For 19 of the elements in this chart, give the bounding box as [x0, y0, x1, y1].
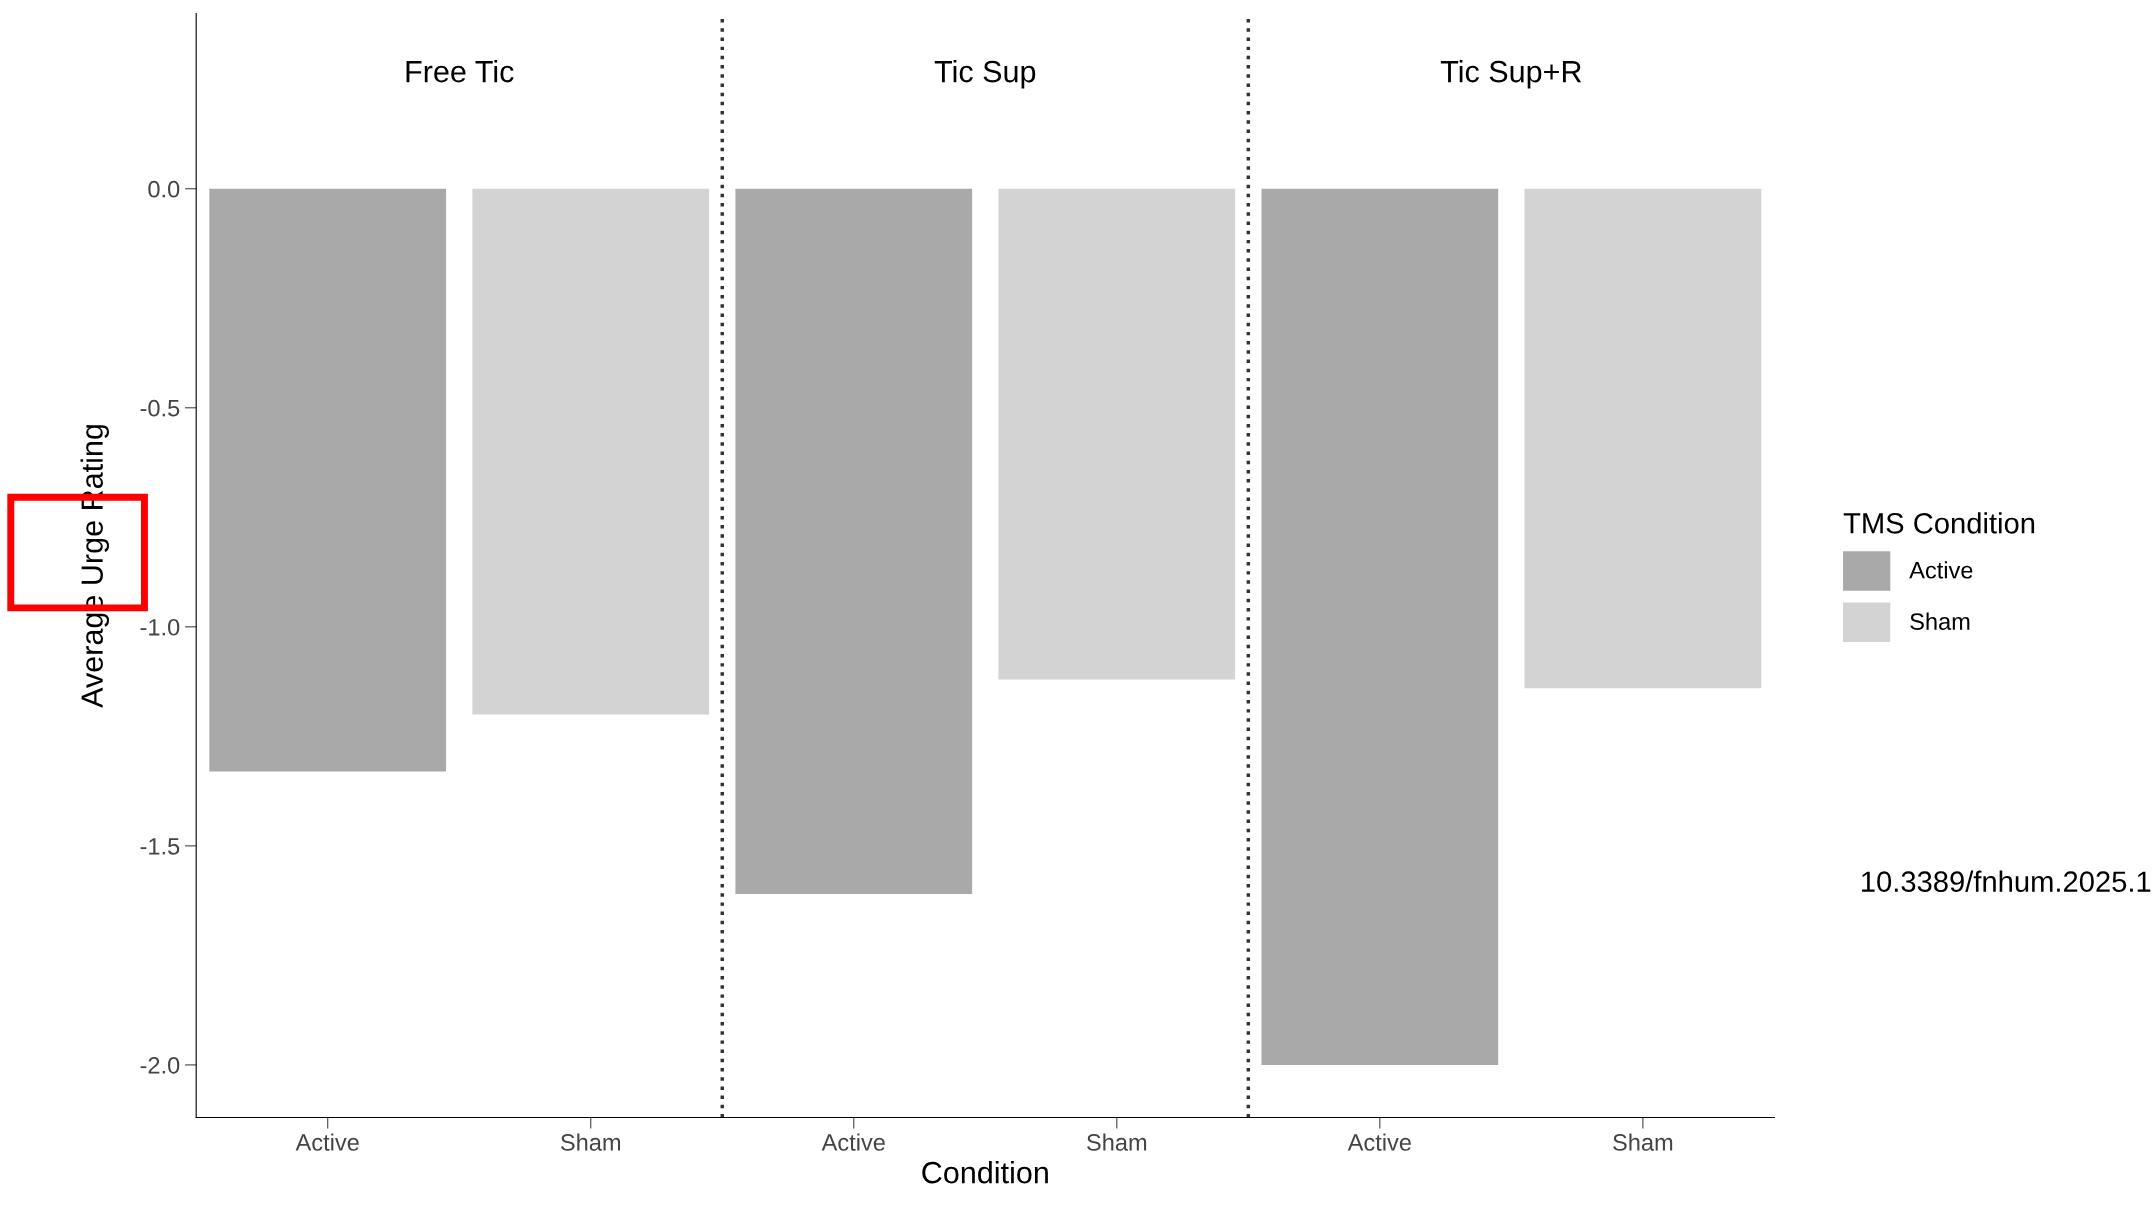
annotation: Tic Sup	[934, 59, 1036, 89]
x-tick-label: Active	[821, 1133, 885, 1151]
x-axis-title: Condition	[922, 1161, 1048, 1184]
legend-title: TMS Condition	[1843, 512, 2035, 534]
annotation: Free Tic	[406, 59, 514, 83]
annotation: Tic Sup+R	[1440, 59, 1582, 89]
x-tick-label: Active	[1347, 1133, 1411, 1151]
x-tick-label: Sham	[560, 1133, 621, 1151]
text: 10.3389/fnhum.2025.1	[1862, 870, 2151, 892]
y-tick-label: -1.0	[140, 618, 180, 636]
x-tick-label: Active	[295, 1133, 359, 1151]
y-tick-label: -2.0	[140, 1056, 180, 1074]
y-tick-label: -1.5	[140, 838, 180, 855]
y-tick-label: 0.0	[148, 180, 180, 198]
x-tick-label: Sham	[1087, 1133, 1147, 1151]
legend-label: Sham	[1910, 612, 1970, 630]
legend-label: Active	[1909, 561, 1973, 579]
x-tick-label: Sham	[1613, 1133, 1673, 1151]
y-tick-label: -0.5	[140, 399, 180, 417]
